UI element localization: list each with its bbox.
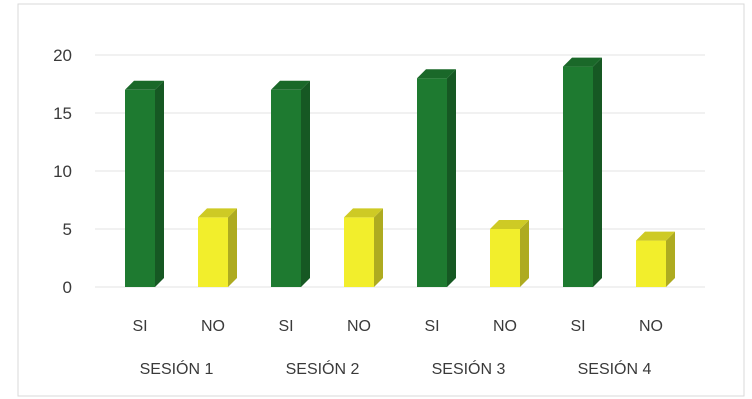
bar-side: [155, 80, 164, 287]
x-axis-labels: SI NO SI NO SI NO SI NO SESIÓN 1 SESIÓN 2 SESIÓN 3…: [132, 318, 663, 378]
bar-top: [198, 208, 237, 218]
x-tick-label: NO: [639, 318, 663, 335]
x-tick-label: SI: [278, 318, 293, 335]
x-tick-label: NO: [201, 318, 225, 335]
bar-front: [490, 229, 520, 287]
bar-top: [490, 220, 529, 229]
x-tick-label: SI: [132, 318, 147, 335]
bar-front: [636, 240, 666, 287]
session-label: SESIÓN 1: [140, 359, 214, 378]
bar-top: [125, 80, 164, 90]
session-label: SESIÓN 2: [286, 359, 360, 378]
bar-no-4: [636, 231, 675, 287]
bar-top: [417, 69, 456, 79]
bar-side: [374, 208, 383, 287]
y-tick-label: 10: [53, 162, 72, 181]
x-tick-label: NO: [347, 318, 371, 335]
y-tick-label: 20: [53, 46, 72, 65]
bar-front: [344, 217, 374, 287]
bar-front: [198, 217, 228, 287]
bar-front: [271, 89, 301, 287]
bar-side: [593, 57, 602, 287]
bar-si-3: [417, 69, 456, 287]
chart-frame: [17, 3, 745, 397]
bar-side: [666, 231, 675, 287]
x-tick-label: SI: [424, 318, 439, 335]
bar-si-4: [563, 57, 602, 287]
bar-front: [563, 66, 593, 287]
bar-side: [301, 80, 310, 287]
bar-si-2: [271, 80, 310, 287]
bar-side: [228, 208, 237, 287]
bar-side: [520, 220, 529, 287]
bars: [125, 57, 675, 287]
bar-no-2: [344, 208, 383, 287]
gridlines: [95, 54, 705, 288]
bar-no-3: [490, 220, 529, 287]
y-axis-ticks: 0 5 10 15 20: [53, 46, 72, 297]
bar-top: [344, 208, 383, 218]
x-tick-label: NO: [493, 318, 517, 335]
bar-no-1: [198, 208, 237, 287]
y-tick-label: 5: [63, 220, 72, 239]
session-label: SESIÓN 4: [578, 359, 652, 378]
x-tick-label: SI: [570, 318, 585, 335]
y-tick-label: 15: [53, 104, 72, 123]
bar-top: [636, 231, 675, 241]
bar-si-1: [125, 80, 164, 287]
bar-top: [271, 80, 310, 90]
bar-front: [125, 89, 155, 287]
bar-front: [417, 78, 447, 287]
y-tick-label: 0: [63, 278, 72, 297]
bar-side: [447, 69, 456, 287]
bar-top: [563, 57, 602, 67]
session-label: SESIÓN 3: [432, 359, 506, 378]
